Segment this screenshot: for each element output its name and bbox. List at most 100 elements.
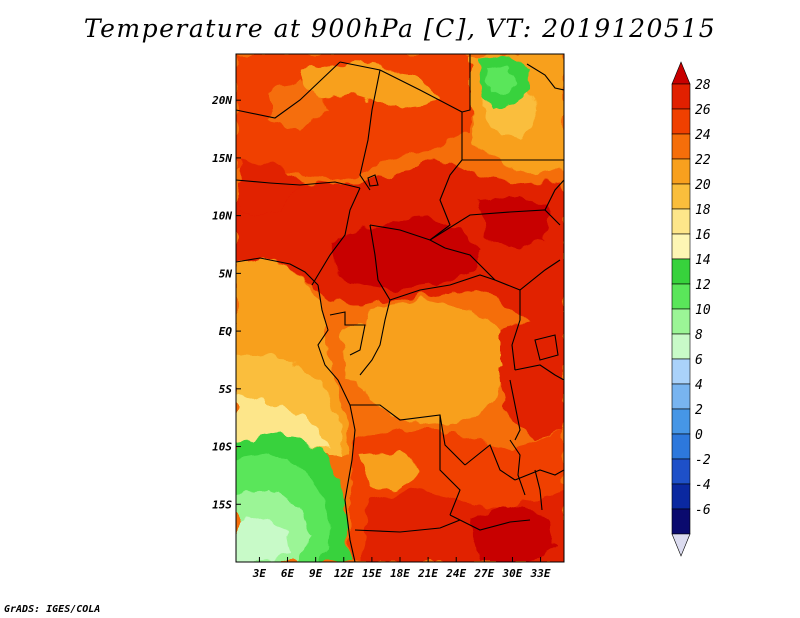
- lake-victoria: [534, 334, 559, 361]
- colorbar-swatch: [671, 383, 691, 410]
- lat-tick-label: 15S: [212, 498, 232, 511]
- chart-title: Temperature at 900hPa [C], VT: 201912051…: [83, 14, 717, 43]
- colorbar-label: 8: [695, 328, 703, 343]
- colorbar-label: 24: [695, 128, 711, 143]
- colorbar-label: 28: [695, 78, 711, 93]
- lon-tick-label: 33E: [530, 567, 551, 580]
- coastline-west-africa: [236, 257, 319, 286]
- colorbar-swatch: [671, 133, 691, 160]
- border-algeria-niger: [236, 61, 341, 119]
- colorbar-swatch: [671, 408, 691, 435]
- lon-tick-label: 27E: [473, 567, 494, 580]
- lon-tick-label: 15E: [362, 567, 382, 580]
- colorbar-swatch: [671, 108, 691, 135]
- field-region-egypt-cold-inner: [485, 66, 518, 96]
- field-region-sahara-hot: [270, 80, 330, 130]
- colorbar-swatch: [671, 333, 691, 360]
- coastline-red-sea: [526, 63, 564, 91]
- colorbar-label: 18: [695, 203, 711, 218]
- colorbar-swatch: [671, 233, 691, 260]
- lon-tick-label: 6E: [281, 567, 295, 580]
- lon-tick-label: 9E: [309, 567, 323, 580]
- border-zambia-zimbabwe: [449, 514, 531, 531]
- border-chad-sudan: [429, 159, 463, 241]
- lat-tick-label: 10N: [212, 210, 232, 223]
- lon-tick-label: 21E: [417, 567, 438, 580]
- field-region-angola-mild: [360, 450, 420, 490]
- border-drc-congo: [359, 299, 391, 376]
- lat-tick-label: 5S: [219, 383, 233, 396]
- colorbar-label: -2: [695, 453, 711, 468]
- colorbar-swatch: [671, 208, 691, 235]
- colorbar-label: 6: [695, 353, 703, 368]
- colorbar-overflow-top: [671, 61, 691, 85]
- border-chad-car: [369, 224, 446, 249]
- border-malawi: [509, 439, 526, 496]
- lat-tick-label: EQ: [219, 325, 233, 338]
- colorbar-swatch: [671, 358, 691, 385]
- lon-tick-label: 30E: [502, 567, 523, 580]
- border-tanzania: [514, 364, 564, 381]
- colorbar-swatch: [671, 508, 691, 535]
- colorbar-swatch: [671, 158, 691, 185]
- colorbar-label: -6: [695, 503, 711, 518]
- field-region-southsudan-core: [480, 195, 550, 250]
- border-libya-egypt: [461, 54, 471, 160]
- border-drc-zambia: [464, 444, 516, 481]
- border-southsudan: [444, 247, 561, 291]
- colorbar-label: 10: [695, 303, 711, 318]
- lat-axis: 20N 15N 10N 5N EQ 5S 10S 15S: [211, 94, 241, 511]
- field-region-zimbabwe-core: [470, 505, 555, 562]
- border-angola-zambia: [439, 415, 461, 516]
- field-region-sw-atlantic-8: [236, 515, 290, 562]
- lake-tanganyika: [509, 379, 521, 441]
- coastline-gabon-angola: [317, 284, 356, 562]
- colorbar-label: 14: [695, 253, 711, 268]
- lon-tick-label: 18E: [390, 567, 410, 580]
- lat-tick-label: 10S: [212, 441, 232, 454]
- field-region-congo: [355, 300, 505, 425]
- lat-tick-label: 15N: [212, 152, 232, 165]
- colorbar-label: 2: [695, 403, 703, 418]
- border-niger-libya: [339, 61, 463, 113]
- border-gabon: [329, 311, 366, 356]
- temperature-field: [236, 54, 564, 562]
- lon-axis: 3E 6E 9E 12E 15E 18E 21E 24E 27E 30E 33E: [252, 557, 551, 580]
- border-sudan-southsudan: [429, 209, 561, 241]
- border-niger-chad: [359, 69, 381, 191]
- colorbar-label: 20: [695, 178, 711, 193]
- colorbar-swatch: [671, 283, 691, 310]
- colorbar-swatch: [671, 258, 691, 285]
- border-nigeria-cameroon: [311, 187, 361, 286]
- field-region-sahara-cool: [300, 62, 440, 110]
- border-drc-angola: [350, 404, 466, 466]
- border-mozambique: [514, 469, 564, 481]
- country-borders: [236, 54, 564, 562]
- border-niger-nigeria: [236, 179, 361, 189]
- colorbar-swatch: [671, 308, 691, 335]
- colorbar-label: 12: [695, 278, 711, 293]
- lat-tick-label: 5N: [219, 267, 233, 280]
- colorbar-swatch: [671, 483, 691, 510]
- colorbar-swatch: [671, 458, 691, 485]
- border-ethiopia: [544, 179, 564, 211]
- colorbar-label: -4: [695, 478, 711, 493]
- border-angola-namibia: [354, 519, 461, 533]
- border-drc-uganda: [511, 290, 521, 371]
- colorbar-label: 16: [695, 228, 711, 243]
- lat-tick-label: 20N: [211, 94, 232, 107]
- lake-chad: [367, 174, 379, 187]
- colorbar-label: 22: [695, 153, 711, 168]
- field-region-congo-west: [340, 325, 380, 390]
- credit-text: GrADS: IGES/COLA: [4, 604, 101, 615]
- border-cameroon-car: [369, 224, 391, 301]
- lon-tick-label: 12E: [334, 567, 354, 580]
- field-region-west-sahel: [236, 160, 300, 215]
- colorbar-label: 4: [695, 378, 703, 393]
- lon-tick-label: 3E: [252, 567, 267, 580]
- colorbar-label: 0: [695, 428, 703, 443]
- colorbar-label: 26: [695, 103, 711, 118]
- colorbar-swatch: [671, 83, 691, 110]
